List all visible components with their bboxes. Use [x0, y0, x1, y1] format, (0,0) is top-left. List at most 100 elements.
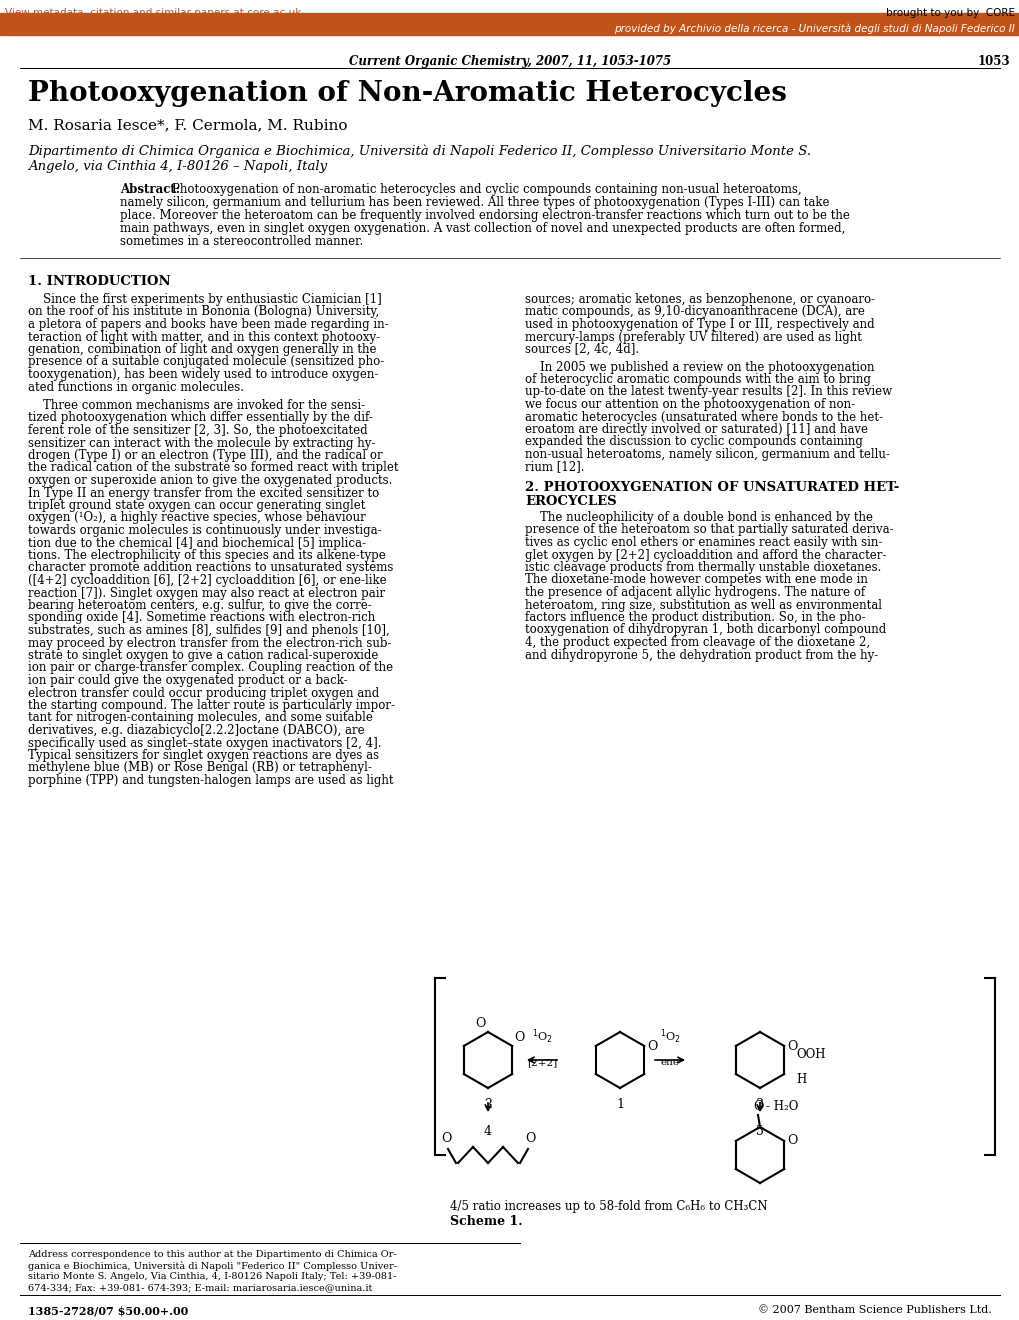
Text: genation, combination of light and oxygen generally in the: genation, combination of light and oxyge…	[28, 343, 376, 356]
Text: matic compounds, as 9,10-dicyanoanthracene (DCA), are: matic compounds, as 9,10-dicyanoanthrace…	[525, 305, 864, 318]
Text: reaction [7]). Singlet oxygen may also react at electron pair: reaction [7]). Singlet oxygen may also r…	[28, 586, 385, 599]
Text: provided by Archivio della ricerca - Università degli studi di Napoli Federico I: provided by Archivio della ricerca - Uni…	[613, 24, 1014, 34]
Text: ene: ene	[660, 1059, 679, 1067]
Text: tooxygenation of dihydropyran 1, both dicarbonyl compound: tooxygenation of dihydropyran 1, both di…	[525, 623, 886, 636]
Text: presence of a suitable conjugated molecule (sensitized pho-: presence of a suitable conjugated molecu…	[28, 355, 384, 368]
Text: glet oxygen by [2+2] cycloaddition and afford the character-: glet oxygen by [2+2] cycloaddition and a…	[525, 549, 886, 561]
Text: drogen (Type I) or an electron (Type III), and the radical or: drogen (Type I) or an electron (Type III…	[28, 449, 382, 462]
Text: sitario Monte S. Angelo, Via Cinthia, 4, I-80126 Napoli Italy; Tel: +39-081-: sitario Monte S. Angelo, Via Cinthia, 4,…	[28, 1272, 396, 1280]
Text: character promote addition reactions to unsaturated systems: character promote addition reactions to …	[28, 561, 393, 574]
Text: O: O	[475, 1016, 485, 1030]
Text: presence of the heteroatom so that partially saturated deriva-: presence of the heteroatom so that parti…	[525, 524, 893, 536]
Text: oxygen or superoxide anion to give the oxygenated products.: oxygen or superoxide anion to give the o…	[28, 474, 392, 487]
Text: teraction of light with matter, and in this context photooxy-: teraction of light with matter, and in t…	[28, 330, 380, 343]
Text: tant for nitrogen-containing molecules, and some suitable: tant for nitrogen-containing molecules, …	[28, 711, 373, 725]
Text: 2. PHOTOOXYGENATION OF UNSATURATED HET-: 2. PHOTOOXYGENATION OF UNSATURATED HET-	[525, 480, 899, 494]
Text: tion due to the chemical [4] and biochemical [5] implica-: tion due to the chemical [4] and biochem…	[28, 536, 366, 549]
Text: istic cleavage products from thermally unstable dioxetanes.: istic cleavage products from thermally u…	[525, 561, 880, 574]
Text: Typical sensitizers for singlet oxygen reactions are dyes as: Typical sensitizers for singlet oxygen r…	[28, 748, 379, 762]
Text: 4, the product expected from cleavage of the dioxetane 2,: 4, the product expected from cleavage of…	[525, 636, 869, 649]
Text: brought to you by  CORE: brought to you by CORE	[886, 8, 1014, 18]
Text: mercury-lamps (preferably UV filtered) are used as light: mercury-lamps (preferably UV filtered) a…	[525, 330, 861, 343]
Text: strate to singlet oxygen to give a cation radical-superoxide: strate to singlet oxygen to give a catio…	[28, 649, 378, 663]
Text: OOH: OOH	[796, 1048, 825, 1061]
Text: Scheme 1.: Scheme 1.	[449, 1214, 522, 1228]
Text: eroatom are directly involved or saturated) [11] and have: eroatom are directly involved or saturat…	[525, 422, 867, 436]
Text: sensitizer can interact with the molecule by extracting hy-: sensitizer can interact with the molecul…	[28, 437, 375, 450]
Text: View metadata, citation and similar papers at core.ac.uk: View metadata, citation and similar pape…	[5, 8, 301, 18]
Text: Address correspondence to this author at the Dipartimento di Chimica Or-: Address correspondence to this author at…	[28, 1250, 396, 1259]
Text: 674-334; Fax: +39-081- 674-393; E-mail: mariarosaria.iesce@unina.it: 674-334; Fax: +39-081- 674-393; E-mail: …	[28, 1283, 372, 1292]
Text: 2: 2	[484, 1098, 491, 1111]
Text: ([4+2] cycloaddition [6], [2+2] cycloaddition [6], or ene-like: ([4+2] cycloaddition [6], [2+2] cycloadd…	[28, 574, 386, 587]
Text: The dioxetane-mode however competes with ene mode in: The dioxetane-mode however competes with…	[525, 573, 867, 586]
Text: The nucleophilicity of a double bond is enhanced by the: The nucleophilicity of a double bond is …	[525, 511, 872, 524]
Text: O: O	[647, 1040, 657, 1052]
Text: 1: 1	[615, 1098, 624, 1111]
Text: In 2005 we published a review on the photooxygenation: In 2005 we published a review on the pho…	[525, 360, 873, 374]
Text: H: H	[796, 1073, 806, 1086]
Text: sources [2, 4c, 4d].: sources [2, 4c, 4d].	[525, 343, 639, 356]
Text: - H₂O: - H₂O	[765, 1101, 798, 1114]
Text: used in photooxygenation of Type I or III, respectively and: used in photooxygenation of Type I or II…	[525, 318, 873, 331]
Text: sponding oxide [4]. Sometime reactions with electron-rich: sponding oxide [4]. Sometime reactions w…	[28, 611, 375, 624]
Text: O: O	[752, 1100, 762, 1113]
Text: 4/5 ratio increases up to 58-fold from C₆H₆ to CH₃CN: 4/5 ratio increases up to 58-fold from C…	[449, 1200, 767, 1213]
Text: tooxygenation), has been widely used to introduce oxygen-: tooxygenation), has been widely used to …	[28, 368, 378, 381]
Text: main pathways, even in singlet oxygen oxygenation. A vast collection of novel an: main pathways, even in singlet oxygen ox…	[120, 222, 845, 235]
Text: of heterocyclic aromatic compounds with the aim to bring: of heterocyclic aromatic compounds with …	[525, 374, 870, 385]
Text: 1053: 1053	[976, 55, 1009, 69]
Text: Since the first experiments by enthusiastic Ciamician [1]: Since the first experiments by enthusias…	[28, 293, 381, 306]
Text: In Type II an energy transfer from the excited sensitizer to: In Type II an energy transfer from the e…	[28, 487, 379, 499]
Text: derivatives, e.g. diazabicyclo[2.2.2]octane (DABCO), are: derivatives, e.g. diazabicyclo[2.2.2]oct…	[28, 723, 364, 737]
Text: factors influence the product distribution. So, in the pho-: factors influence the product distributi…	[525, 611, 865, 624]
Text: ganica e Biochimica, Università di Napoli "Federico II" Complesso Univer-: ganica e Biochimica, Università di Napol…	[28, 1261, 396, 1271]
Text: 1. INTRODUCTION: 1. INTRODUCTION	[28, 275, 170, 288]
Text: tized photooxygenation which differ essentially by the dif-: tized photooxygenation which differ esse…	[28, 412, 373, 425]
Text: place. Moreover the heteroatom can be frequently involved endorsing electron-tra: place. Moreover the heteroatom can be fr…	[120, 209, 849, 222]
Text: [2+2]: [2+2]	[527, 1059, 556, 1067]
Text: EROCYCLES: EROCYCLES	[525, 495, 616, 508]
Text: Angelo, via Cinthia 4, I-80126 – Napoli, Italy: Angelo, via Cinthia 4, I-80126 – Napoli,…	[28, 160, 327, 173]
Text: 1385-2728/07 $50.00+.00: 1385-2728/07 $50.00+.00	[28, 1305, 189, 1316]
Text: the starting compound. The latter route is particularly impor-: the starting compound. The latter route …	[28, 700, 394, 711]
Text: Dipartimento di Chimica Organica e Biochimica, Università di Napoli Federico II,: Dipartimento di Chimica Organica e Bioch…	[28, 145, 810, 158]
Text: © 2007 Bentham Science Publishers Ltd.: © 2007 Bentham Science Publishers Ltd.	[757, 1305, 991, 1315]
Text: O: O	[787, 1134, 797, 1147]
Text: ion pair could give the oxygenated product or a back-: ion pair could give the oxygenated produ…	[28, 675, 347, 686]
Text: O: O	[514, 1031, 524, 1044]
Text: sources; aromatic ketones, as benzophenone, or cyanoaro-: sources; aromatic ketones, as benzopheno…	[525, 293, 874, 306]
Text: 4: 4	[484, 1125, 491, 1138]
Text: methylene blue (MB) or Rose Bengal (RB) or tetraphenyl-: methylene blue (MB) or Rose Bengal (RB) …	[28, 762, 372, 775]
Text: Three common mechanisms are invoked for the sensi-: Three common mechanisms are invoked for …	[28, 399, 365, 412]
Text: O: O	[440, 1133, 450, 1144]
Text: Photooxygenation of Non-Aromatic Heterocycles: Photooxygenation of Non-Aromatic Heteroc…	[28, 81, 786, 107]
Text: bearing heteroatom centers, e.g. sulfur, to give the corre-: bearing heteroatom centers, e.g. sulfur,…	[28, 599, 371, 612]
Text: up-to-date on the latest twenty-year results [2]. In this review: up-to-date on the latest twenty-year res…	[525, 385, 892, 399]
Text: substrates, such as amines [8], sulfides [9] and phenols [10],: substrates, such as amines [8], sulfides…	[28, 624, 389, 638]
Text: we focus our attention on the photooxygenation of non-: we focus our attention on the photooxyge…	[525, 399, 854, 411]
Text: on the roof of his institute in Bononia (Bologna) University,: on the roof of his institute in Bononia …	[28, 305, 379, 318]
Text: specifically used as singlet–state oxygen inactivators [2, 4].: specifically used as singlet–state oxyge…	[28, 737, 381, 750]
Text: Current Organic Chemistry, 2007, 11, 1053-1075: Current Organic Chemistry, 2007, 11, 105…	[348, 55, 671, 69]
Text: ated functions in organic molecules.: ated functions in organic molecules.	[28, 380, 244, 393]
Text: heteroatom, ring size, substitution as well as environmental: heteroatom, ring size, substitution as w…	[525, 598, 881, 611]
Text: $^1$O$_2$: $^1$O$_2$	[659, 1027, 680, 1045]
Text: electron transfer could occur producing triplet oxygen and: electron transfer could occur producing …	[28, 686, 379, 700]
Text: aromatic heterocycles (unsaturated where bonds to the het-: aromatic heterocycles (unsaturated where…	[525, 411, 882, 424]
Text: oxygen (¹O₂), a highly reactive species, whose behaviour: oxygen (¹O₂), a highly reactive species,…	[28, 511, 366, 524]
Text: triplet ground state oxygen can occur generating singlet: triplet ground state oxygen can occur ge…	[28, 499, 365, 512]
Text: and dihydropyrone 5, the dehydration product from the hy-: and dihydropyrone 5, the dehydration pro…	[525, 648, 877, 661]
Text: 5: 5	[755, 1125, 763, 1138]
Text: tions. The electrophilicity of this species and its alkene-type: tions. The electrophilicity of this spec…	[28, 549, 385, 562]
Text: the presence of adjacent allylic hydrogens. The nature of: the presence of adjacent allylic hydroge…	[525, 586, 864, 599]
Text: non-usual heteroatoms, namely silicon, germanium and tellu-: non-usual heteroatoms, namely silicon, g…	[525, 447, 889, 461]
Text: ion pair or charge-transfer complex. Coupling reaction of the: ion pair or charge-transfer complex. Cou…	[28, 661, 392, 675]
Bar	[0, 13, 1019, 36]
Text: O: O	[787, 1040, 797, 1052]
Text: the radical cation of the substrate so formed react with triplet: the radical cation of the substrate so f…	[28, 462, 398, 474]
Text: Abstract:: Abstract:	[120, 183, 180, 195]
Text: ferent role of the sensitizer [2, 3]. So, the photoexcitated: ferent role of the sensitizer [2, 3]. So…	[28, 424, 367, 437]
Text: towards organic molecules is continuously under investiga-: towards organic molecules is continuousl…	[28, 524, 381, 537]
Text: rium [12].: rium [12].	[525, 461, 584, 474]
